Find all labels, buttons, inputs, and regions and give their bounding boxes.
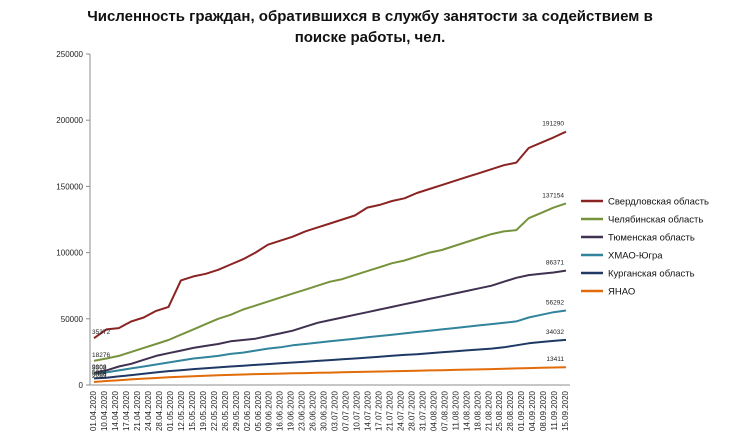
x-tick-label: 16.06.2020 [276, 390, 285, 431]
y-tick-label: 0 [79, 381, 84, 390]
x-tick-label: 22.05.2020 [210, 390, 219, 431]
x-tick-label: 29.05.2020 [232, 390, 241, 431]
end-data-label: 137154 [542, 192, 564, 199]
y-axis-ticks: 0 50000 100000 150000 200000 250000 [56, 50, 90, 390]
x-tick-label: 07.07.2020 [342, 390, 351, 431]
x-tick-label: 01.04.2020 [89, 390, 98, 431]
legend-label-3: ХМАО-Югра [608, 251, 663, 262]
x-tick-label: 26.06.2020 [309, 390, 318, 431]
x-tick-label: 09.06.2020 [265, 390, 274, 431]
x-tick-label: 21.04.2020 [133, 390, 142, 431]
data-labels: 35372 191290 18276 137154 9203 86371 8508 56292… [92, 121, 564, 380]
start-data-label: 5066 [92, 371, 107, 378]
x-tick-label: 04.08.2020 [429, 390, 438, 431]
x-tick-label: 04.09.2020 [528, 390, 537, 431]
legend-label-4: Курганская область [608, 269, 695, 280]
x-tick-label: 25.08.2020 [495, 390, 504, 431]
start-data-label: 18276 [92, 352, 110, 359]
x-tick-label: 11.08.2020 [451, 390, 460, 430]
x-tick-label: 31.07.2020 [418, 390, 427, 431]
x-tick-label: 17.04.2020 [122, 390, 131, 431]
x-tick-label: 23.06.2020 [298, 390, 307, 431]
x-tick-label: 14.07.2020 [364, 390, 373, 431]
x-tick-label: 15.09.2020 [561, 390, 570, 431]
x-tick-label: 05.06.2020 [254, 390, 263, 431]
x-tick-label: 08.09.2020 [539, 390, 548, 431]
x-tick-label: 14.04.2020 [111, 390, 120, 431]
x-tick-label: 24.07.2020 [396, 390, 405, 431]
x-tick-label: 19.05.2020 [199, 390, 208, 431]
series-line-0 [93, 130, 567, 340]
legend: Свердловская область Челябинская область Т… [581, 197, 709, 298]
x-tick-label: 15.05.2020 [188, 390, 197, 431]
x-tick-label: 03.07.2020 [331, 390, 340, 431]
start-data-label: 5004 [92, 369, 107, 376]
x-tick-label: 24.04.2020 [144, 390, 153, 431]
y-tick-label: 100000 [56, 249, 83, 258]
x-tick-label: 28.07.2020 [407, 390, 416, 431]
series-line-1 [93, 202, 567, 362]
legend-label-5: ЯНАО [608, 287, 635, 298]
x-tick-label: 17.07.2020 [375, 390, 384, 431]
x-tick-label: 21.08.2020 [484, 390, 493, 431]
x-tick-label: 01.09.2020 [517, 390, 526, 431]
x-tick-label: 14.08.2020 [462, 390, 471, 431]
x-tick-label: 02.06.2020 [243, 390, 252, 431]
x-tick-label: 10.07.2020 [353, 390, 362, 431]
end-data-label: 13411 [546, 356, 564, 363]
series-line-3 [93, 309, 567, 375]
x-tick-label: 12.05.2020 [177, 390, 186, 431]
start-data-label: 8508 [92, 365, 107, 372]
x-tick-label: 11.09.2020 [550, 390, 559, 430]
x-tick-label: 19.06.2020 [287, 390, 296, 431]
x-tick-label: 21.07.2020 [385, 390, 394, 431]
y-tick-label: 150000 [56, 182, 83, 191]
y-tick-label: 200000 [56, 116, 83, 125]
start-data-label: 2283 [92, 373, 107, 380]
axes [89, 54, 570, 386]
chart-title: Численность граждан, обратившихся в служ… [87, 8, 653, 46]
x-tick-label: 10.04.2020 [100, 390, 109, 431]
start-data-label: 35372 [92, 329, 110, 336]
end-data-label: 86371 [546, 260, 564, 267]
end-data-label: 34032 [546, 329, 564, 336]
x-tick-label: 28.08.2020 [506, 390, 515, 431]
series-line-2 [93, 269, 567, 374]
x-tick-label: 01.05.2020 [166, 390, 175, 431]
y-tick-label: 50000 [61, 315, 84, 324]
series-lines [93, 130, 567, 383]
series-line-4 [93, 338, 567, 380]
x-tick-label: 07.08.2020 [440, 390, 449, 431]
legend-label-1: Челябинская область [608, 215, 703, 226]
x-tick-label: 26.05.2020 [221, 390, 230, 431]
x-tick-label: 30.06.2020 [320, 390, 329, 431]
legend-label-2: Тюменская область [608, 233, 695, 244]
x-tick-label: 28.04.2020 [155, 390, 164, 431]
x-tick-label: 18.08.2020 [473, 390, 482, 431]
start-data-label: 9203 [92, 364, 107, 371]
y-tick-label: 250000 [56, 50, 83, 59]
end-data-label: 56292 [546, 299, 564, 306]
series-line-5 [93, 366, 567, 383]
legend-label-0: Свердловская область [608, 197, 709, 208]
end-data-label: 191290 [542, 121, 564, 128]
x-axis-ticks: 01.04.2020 10.04.2020 14.04.2020 17.04.2020… [89, 390, 570, 431]
